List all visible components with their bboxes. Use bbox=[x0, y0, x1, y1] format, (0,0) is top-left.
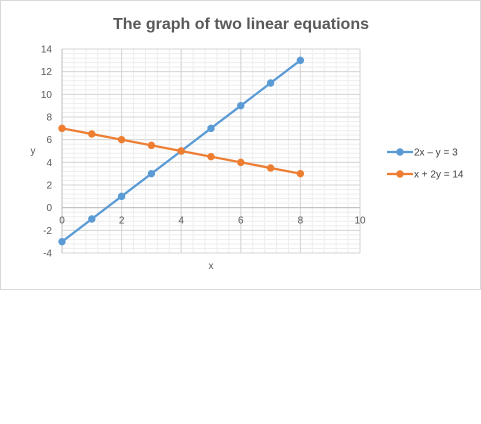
data-point bbox=[296, 169, 305, 178]
data-point bbox=[266, 164, 275, 172]
data-point bbox=[177, 147, 185, 155]
data-point bbox=[207, 124, 215, 133]
legend-marker bbox=[396, 148, 404, 156]
data-point bbox=[266, 79, 275, 87]
axes: 0 2 4 6 8 10 -4 -2 0 2 4 6 8 10 12 14 bbox=[41, 45, 366, 260]
y-tick-label: 12 bbox=[41, 67, 53, 78]
x-tick-label: 2 bbox=[119, 216, 125, 227]
y-tick-label: 2 bbox=[46, 181, 52, 192]
x-axis-label: x bbox=[209, 261, 214, 272]
y-tick-label: 14 bbox=[41, 45, 53, 56]
y-tick-label: 8 bbox=[46, 113, 52, 124]
legend-label: 2x – y = 3 bbox=[414, 148, 458, 159]
y-axis-label: y bbox=[31, 146, 36, 157]
y-tick-label: -4 bbox=[43, 249, 52, 260]
data-point bbox=[88, 130, 96, 138]
y-tick-label: 4 bbox=[46, 158, 52, 169]
line-chart: The graph of two linear equations 0 2 4 6 8 1… bbox=[31, 16, 464, 272]
legend: 2x – y = 3 x + 2y = 14 bbox=[387, 148, 464, 181]
y-tick-label: 6 bbox=[46, 135, 52, 146]
data-point bbox=[117, 135, 126, 144]
data-point bbox=[88, 215, 96, 223]
chart-area: The graph of two linear equations 0 2 4 6 8 1… bbox=[0, 0, 481, 290]
data-point bbox=[296, 56, 305, 65]
data-point bbox=[58, 124, 66, 133]
x-tick-label: 10 bbox=[354, 216, 366, 227]
x-tick-label: 0 bbox=[59, 216, 65, 227]
data-point bbox=[147, 141, 156, 150]
y-tick-label: 0 bbox=[46, 203, 52, 214]
data-point bbox=[58, 237, 66, 246]
data-point bbox=[147, 169, 156, 178]
data-point bbox=[237, 158, 245, 167]
data-point bbox=[237, 101, 245, 110]
legend-marker bbox=[396, 170, 404, 178]
x-tick-label: 6 bbox=[238, 216, 244, 227]
y-tick-label: 10 bbox=[41, 90, 53, 101]
x-tick-label: 4 bbox=[178, 216, 184, 227]
legend-label: x + 2y = 14 bbox=[414, 170, 464, 181]
data-point bbox=[207, 152, 215, 161]
series bbox=[58, 56, 305, 246]
chart-title: The graph of two linear equations bbox=[113, 16, 369, 33]
grid bbox=[61, 48, 361, 254]
data-point bbox=[117, 192, 126, 201]
y-tick-label: -2 bbox=[43, 226, 52, 237]
x-tick-label: 8 bbox=[298, 216, 304, 227]
